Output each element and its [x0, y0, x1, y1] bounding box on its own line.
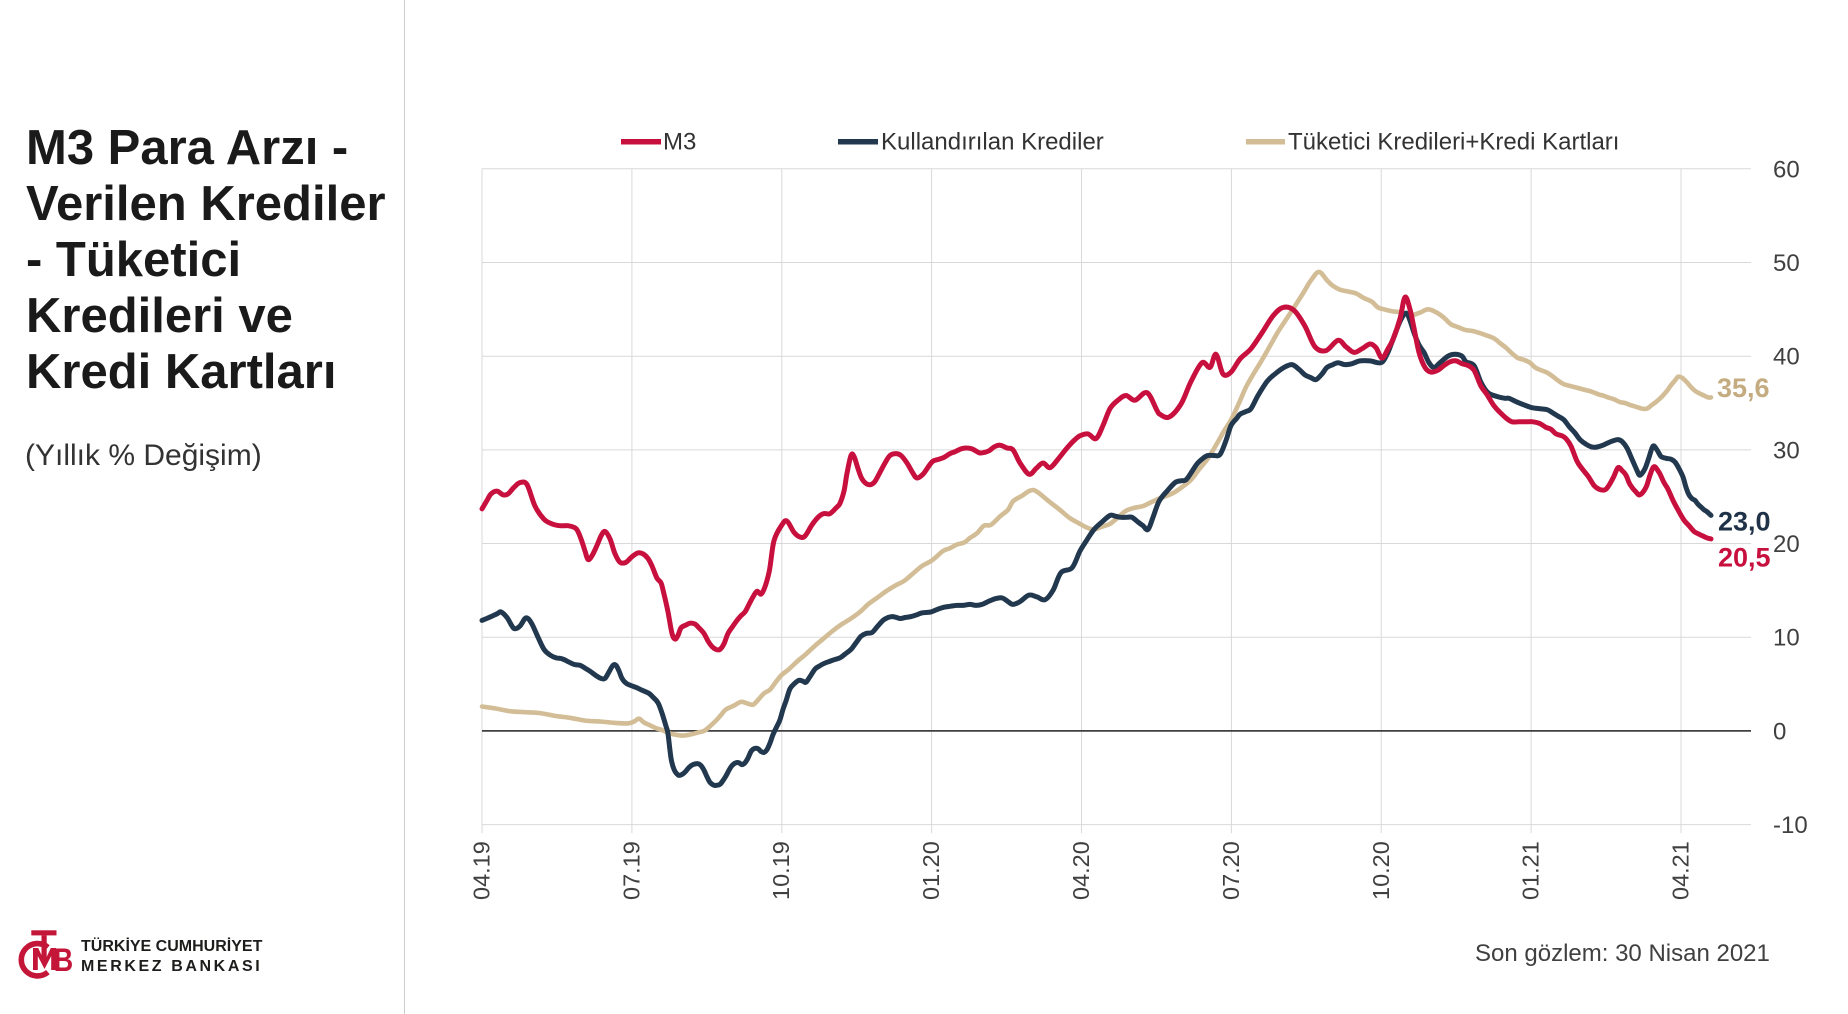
svg-text:30: 30	[1773, 437, 1800, 464]
svg-text:35,6: 35,6	[1717, 373, 1770, 403]
svg-text:20,5: 20,5	[1718, 543, 1771, 573]
svg-text:0: 0	[1773, 718, 1786, 745]
svg-text:04.20: 04.20	[1068, 841, 1094, 900]
svg-text:20: 20	[1773, 531, 1800, 558]
svg-text:M3 Para Arzı -: M3 Para Arzı -	[26, 121, 348, 175]
svg-text:60: 60	[1773, 156, 1800, 183]
svg-text:07.19: 07.19	[618, 841, 644, 900]
svg-text:(Yıllık % Değişim): (Yıllık % Değişim)	[25, 439, 262, 472]
svg-text:M3: M3	[663, 129, 696, 156]
svg-text:04.21: 04.21	[1668, 841, 1694, 900]
svg-text:Kullandırılan Krediler: Kullandırılan Krediler	[881, 129, 1104, 156]
svg-text:Son gözlem: 30 Nisan 2021: Son gözlem: 30 Nisan 2021	[1475, 940, 1770, 967]
svg-text:50: 50	[1773, 250, 1800, 277]
svg-text:07.20: 07.20	[1218, 841, 1244, 900]
svg-text:Kredileri ve: Kredileri ve	[26, 289, 293, 343]
svg-text:MERKEZ BANKASI: MERKEZ BANKASI	[81, 958, 262, 975]
svg-text:40: 40	[1773, 344, 1800, 371]
svg-text:-10: -10	[1773, 812, 1808, 839]
svg-text:TÜRKİYE CUMHURİYET: TÜRKİYE CUMHURİYET	[81, 936, 263, 955]
svg-text:- Tüketici: - Tüketici	[26, 233, 241, 287]
svg-text:01.20: 01.20	[918, 841, 944, 900]
svg-text:Kredi Kartları: Kredi Kartları	[26, 345, 336, 399]
svg-text:Tüketici Kredileri+Kredi Kartl: Tüketici Kredileri+Kredi Kartları	[1288, 129, 1619, 156]
svg-text:10.20: 10.20	[1368, 841, 1394, 900]
svg-text:04.19: 04.19	[469, 841, 495, 900]
svg-text:01.21: 01.21	[1518, 841, 1544, 900]
svg-text:23,0: 23,0	[1718, 507, 1771, 537]
svg-text:B: B	[54, 943, 73, 979]
svg-text:10: 10	[1773, 625, 1800, 652]
svg-text:10.19: 10.19	[768, 841, 794, 900]
svg-text:Verilen Krediler: Verilen Krediler	[26, 177, 386, 231]
